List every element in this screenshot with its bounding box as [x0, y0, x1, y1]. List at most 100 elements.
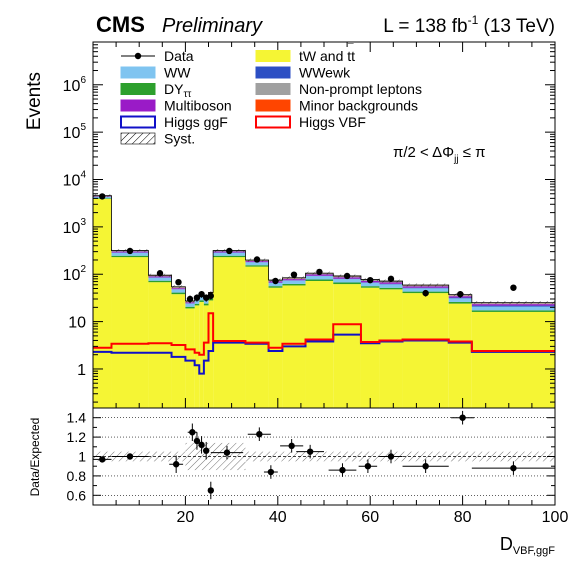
legend-label: Multiboson — [164, 98, 232, 114]
legend-label: Non-prompt leptons — [299, 81, 422, 97]
legend-label: Syst. — [164, 131, 195, 147]
data-point — [175, 278, 182, 286]
bar — [379, 284, 403, 288]
bar — [148, 280, 172, 283]
ratio-point — [379, 449, 403, 464]
ratio-reference-lines — [93, 417, 555, 496]
main-y-axis-label: Events — [24, 72, 45, 130]
legend-label: DYττ — [164, 81, 191, 100]
ratio-point — [169, 455, 184, 473]
legend-entry: tW and tt¯ — [255, 42, 355, 64]
experiment-label: CMS — [96, 12, 145, 37]
ratio-point — [187, 423, 197, 441]
series-dy- — [93, 198, 555, 312]
legend-label: WWewk — [299, 65, 351, 81]
legend-label: Higgs ggF — [164, 114, 228, 130]
bar — [471, 306, 555, 311]
bar — [185, 303, 195, 307]
bar — [471, 304, 555, 306]
ratio-points — [93, 410, 555, 500]
legend-label: Data — [164, 48, 194, 64]
legend-entry: DYττ — [120, 81, 191, 100]
bar — [360, 282, 380, 287]
bar — [471, 305, 555, 307]
bar — [379, 287, 403, 290]
legend-entry: Minor backgrounds — [255, 98, 418, 114]
bar — [268, 286, 283, 288]
ratio-band-bin — [245, 451, 269, 462]
bar — [111, 255, 149, 258]
bar — [282, 279, 306, 281]
legend-entry: WWewk — [255, 65, 351, 81]
data-point — [126, 247, 134, 255]
bar — [379, 289, 403, 408]
main-y-axis: 1 10 102 103 104 105 106 — [63, 41, 555, 403]
y-tick-label: 102 — [63, 264, 87, 284]
legend-entry: Higgs ggF — [120, 114, 228, 130]
data-point — [198, 290, 205, 298]
bar — [402, 293, 449, 408]
bar — [203, 303, 209, 306]
legend-entry: WW — [120, 65, 191, 81]
data-point — [207, 292, 215, 300]
data-point — [99, 193, 106, 200]
signal-overlays — [93, 312, 555, 375]
ratio-y-tick-label: 0.6 — [67, 487, 87, 503]
x-axis-label: DVBF,ggF — [500, 534, 555, 557]
data-point — [457, 290, 464, 298]
legend-entry: Multiboson — [120, 98, 232, 114]
y-tick-label: 104 — [63, 170, 87, 190]
legend-label: tW and tt¯ — [299, 42, 355, 64]
bar — [305, 280, 334, 408]
ratio-y-tick-label: 1.4 — [67, 410, 87, 426]
data-points — [99, 193, 517, 304]
bar — [171, 289, 186, 293]
y-tick-label: 106 — [63, 75, 87, 95]
ratio-point — [296, 444, 324, 459]
x-tick-label: 100 — [542, 509, 569, 526]
ratio-point — [247, 427, 271, 441]
ratio-point — [207, 481, 215, 500]
legend-entry: Non-prompt leptons — [255, 81, 422, 97]
data-point — [226, 247, 233, 255]
bar — [148, 282, 172, 408]
ratio-point — [451, 410, 475, 425]
bar — [199, 297, 204, 301]
ratio-point — [193, 432, 201, 450]
ratio-panel: 0.60.811.21.4 20 40 60 80 100 Data/Expected … — [28, 407, 569, 557]
overlay-higgs-vbf — [93, 312, 555, 356]
bar — [213, 257, 246, 408]
legend-label: Higgs VBF — [299, 114, 366, 130]
bar — [268, 282, 283, 287]
bar — [305, 279, 334, 281]
ratio-point — [328, 463, 357, 477]
ratio-point — [280, 439, 304, 453]
bar — [208, 300, 214, 408]
bar — [199, 300, 204, 302]
bar — [194, 300, 200, 304]
ratio-y-axis-label: Data/Expected — [28, 418, 42, 497]
x-tick-label: 40 — [269, 509, 287, 526]
ratio-band-bin — [194, 442, 200, 471]
overlay-higgs-ggf — [93, 333, 555, 375]
main-panel: 1 10 102 103 104 105 106 Events π/2 < ΔΦjj ≤ π — [24, 41, 556, 409]
bar — [171, 292, 186, 295]
region-label: π/2 < ΔΦjj ≤ π — [393, 144, 486, 165]
ratio-point — [198, 436, 205, 454]
bar — [213, 255, 246, 258]
ratio-point — [111, 453, 149, 460]
legend-entry: Syst. — [120, 131, 195, 147]
ratio-point — [471, 461, 555, 475]
legend-label: WW — [164, 65, 191, 81]
bar — [305, 274, 334, 276]
data-point — [316, 268, 323, 276]
bar — [360, 286, 380, 288]
data-point — [290, 271, 298, 278]
data-point — [422, 289, 429, 297]
data-point — [193, 294, 201, 302]
ratio-band-bin — [333, 451, 361, 462]
bar — [448, 298, 472, 302]
data-point — [186, 295, 194, 304]
bar — [282, 283, 306, 286]
